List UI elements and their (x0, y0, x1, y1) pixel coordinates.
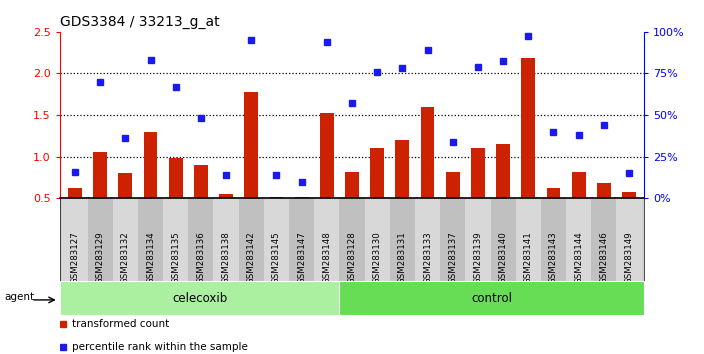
Bar (239, 198, 264, 281)
Bar (138, 198, 163, 281)
Bar (188, 198, 213, 281)
Bar (68, 188, 82, 240)
Bar (516, 198, 541, 281)
Bar (471, 148, 485, 240)
Text: agent: agent (5, 292, 35, 302)
Text: GDS3384 / 33213_g_at: GDS3384 / 33213_g_at (60, 16, 220, 29)
Bar (87, 198, 113, 281)
Bar (213, 198, 239, 281)
Bar (446, 172, 460, 240)
Bar (314, 198, 339, 281)
Bar (440, 198, 465, 281)
Bar (465, 198, 491, 281)
Bar (63, 198, 87, 281)
Bar (144, 132, 158, 240)
Bar (597, 183, 611, 240)
Bar (522, 58, 535, 240)
Bar (390, 198, 415, 281)
Bar (345, 172, 359, 240)
Bar (194, 165, 208, 240)
Bar (60, 281, 339, 315)
Bar (219, 194, 233, 240)
Bar (93, 153, 107, 240)
Text: control: control (471, 292, 513, 305)
Text: celecoxib: celecoxib (172, 292, 227, 305)
Bar (320, 113, 334, 240)
Bar (566, 198, 591, 281)
Bar (264, 198, 289, 281)
Bar (339, 281, 644, 315)
Bar (365, 198, 390, 281)
Bar (591, 198, 617, 281)
Bar (546, 188, 560, 240)
Bar (420, 107, 434, 240)
Bar (370, 148, 384, 240)
Bar (244, 92, 258, 240)
Bar (169, 158, 182, 240)
Bar (295, 196, 308, 240)
Text: transformed count: transformed count (72, 319, 169, 330)
Bar (113, 198, 138, 281)
Bar (270, 196, 284, 240)
Bar (496, 144, 510, 240)
Bar (396, 140, 409, 240)
Bar (163, 198, 188, 281)
Text: percentile rank within the sample: percentile rank within the sample (72, 342, 247, 352)
Bar (491, 198, 516, 281)
Bar (541, 198, 566, 281)
Bar (415, 198, 440, 281)
Bar (617, 198, 641, 281)
Bar (118, 173, 132, 240)
Bar (339, 198, 365, 281)
Bar (622, 192, 636, 240)
Bar (289, 198, 314, 281)
Bar (572, 172, 586, 240)
